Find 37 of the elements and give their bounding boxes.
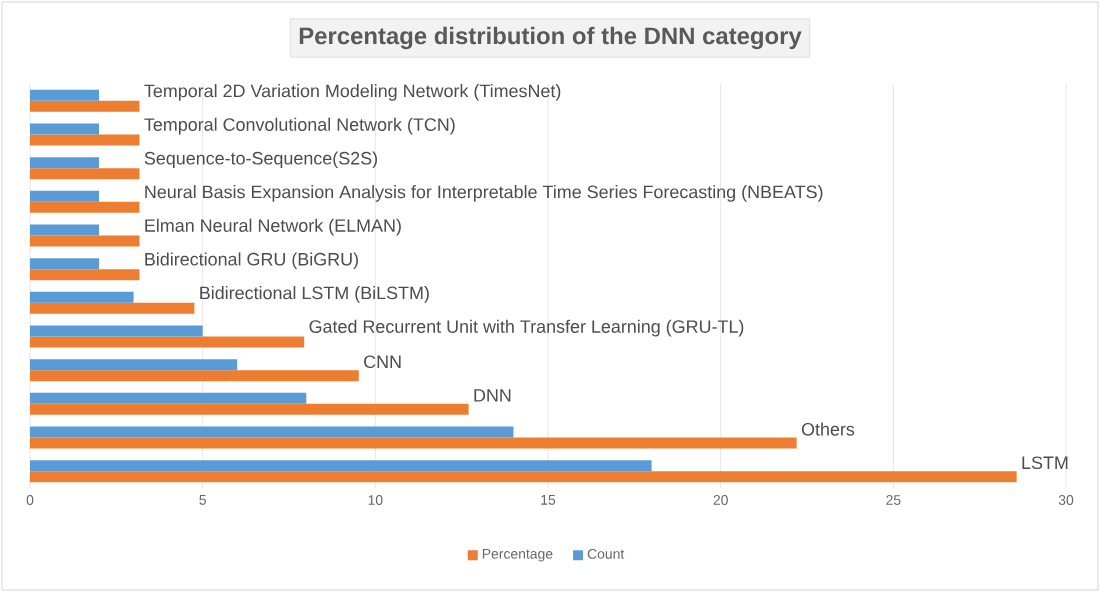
bar — [30, 123, 100, 135]
y-tick-label: Bidirectional GRU (BiGRU) — [145, 252, 358, 270]
y-tick-label: LSTM — [1022, 456, 1068, 470]
bar — [30, 168, 140, 180]
y-tick-label: Temporal Convolutional Network (TCN) — [144, 117, 455, 135]
bar — [30, 426, 514, 438]
bar — [30, 100, 140, 112]
y-tick-label: Temporal 2D Variation Modeling Network (TimesNet) — [144, 84, 561, 101]
bar — [30, 224, 100, 236]
bar — [30, 291, 134, 303]
bar — [30, 403, 469, 415]
bar — [30, 325, 203, 337]
bar — [30, 370, 359, 382]
y-tick-label: Elman Neural Network (ELMAN) — [145, 218, 401, 236]
bar — [30, 258, 100, 270]
bar — [30, 157, 100, 169]
bar — [30, 359, 238, 371]
bar — [30, 134, 140, 146]
bar — [30, 437, 797, 449]
y-tick-label: Others — [801, 422, 855, 436]
bar — [30, 235, 140, 247]
y-tick-label: Sequence-to-Sequence(S2S) — [144, 151, 378, 169]
y-tick-label: Bidirectional LSTM (BiLSTM) — [200, 286, 429, 303]
y-tick-label: DNN — [474, 389, 511, 402]
bar — [30, 392, 307, 404]
bar — [30, 302, 195, 314]
bar — [30, 89, 100, 101]
bar — [30, 269, 140, 281]
bar — [30, 471, 1017, 483]
y-tick-label: Gated Recurrent Unit with Transfer Learning (GRU-TL) — [309, 319, 744, 337]
y-tick-label: Neural Basis Expansion Analysis for Interpretable Time Series Forecasting (NBEATS) — [145, 185, 823, 202]
bar — [30, 336, 305, 348]
bar — [30, 190, 100, 202]
y-tick-label: CNN — [364, 355, 401, 369]
bar — [30, 201, 140, 213]
bar — [30, 460, 652, 472]
chart-title: Percentage distribution of the DNN category — [299, 26, 802, 50]
